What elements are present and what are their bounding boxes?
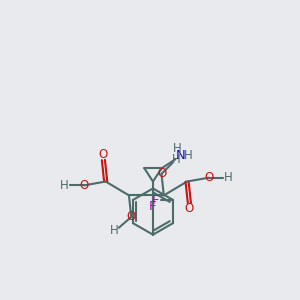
Text: H: H <box>184 149 192 162</box>
Text: O: O <box>127 211 136 224</box>
Text: N: N <box>176 149 186 162</box>
Text: H: H <box>110 224 118 237</box>
Text: O: O <box>157 167 166 180</box>
Text: H: H <box>60 179 69 192</box>
Text: F: F <box>152 194 159 206</box>
Text: O: O <box>80 179 88 192</box>
Text: H: H <box>172 142 182 155</box>
Text: H: H <box>172 154 181 166</box>
Text: F: F <box>149 200 157 213</box>
Text: O: O <box>99 148 108 161</box>
Text: H: H <box>224 171 233 184</box>
Text: O: O <box>204 171 213 184</box>
Text: O: O <box>185 202 194 215</box>
